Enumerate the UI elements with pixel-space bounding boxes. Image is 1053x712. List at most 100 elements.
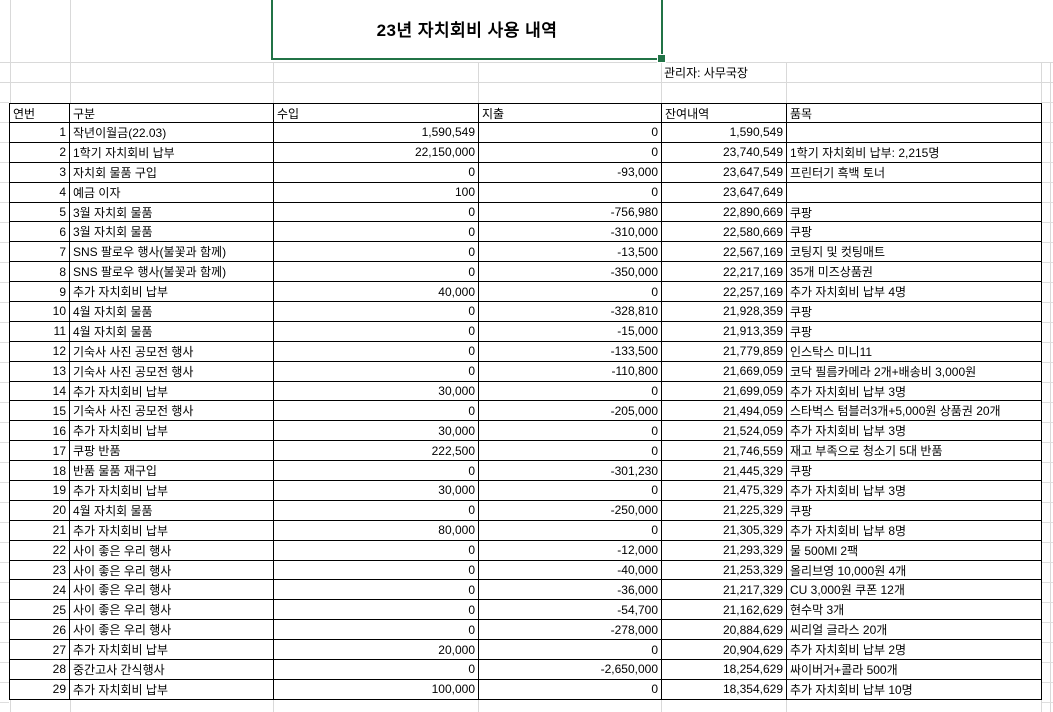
cell-index[interactable]: 1 <box>9 122 70 143</box>
cell-index[interactable]: 5 <box>9 201 70 223</box>
cell-item[interactable] <box>786 181 1042 203</box>
cell-index[interactable]: 15 <box>9 400 70 422</box>
cell-income[interactable]: 1,590,549 <box>273 122 479 143</box>
cell-category[interactable]: 추가 자치회비 납부 <box>69 281 274 303</box>
cell-expense[interactable]: 0 <box>478 440 662 462</box>
cell-expense[interactable]: -40,000 <box>478 559 662 581</box>
cell-item[interactable]: 추가 자치회비 납부 4명 <box>786 281 1042 303</box>
cell-index[interactable]: 2 <box>9 141 70 163</box>
cell-income[interactable]: 0 <box>273 539 479 561</box>
cell-balance[interactable]: 21,162,629 <box>661 599 787 621</box>
cell-balance[interactable]: 22,567,169 <box>661 241 787 263</box>
cell-item[interactable]: 쿠팡 <box>786 320 1042 342</box>
cell-item[interactable]: 쿠팡 <box>786 201 1042 223</box>
header-cell-expense[interactable]: 지출 <box>478 103 662 123</box>
cell-category[interactable]: SNS 팔로우 행사(불꽃과 함께) <box>69 261 274 283</box>
cell-expense[interactable]: 0 <box>478 141 662 163</box>
cell-balance[interactable]: 21,699,059 <box>661 380 787 402</box>
cell-category[interactable]: 중간고사 간식행사 <box>69 659 274 680</box>
cell-item[interactable]: 싸이버거+콜라 500개 <box>786 659 1042 680</box>
cell-expense[interactable]: 0 <box>478 380 662 402</box>
cell-index[interactable]: 10 <box>9 301 70 322</box>
cell-item[interactable]: 물 500Ml 2팩 <box>786 539 1042 561</box>
cell-expense[interactable]: -328,810 <box>478 301 662 322</box>
cell-balance[interactable]: 21,524,059 <box>661 420 787 442</box>
cell-balance[interactable]: 23,740,549 <box>661 141 787 163</box>
cell-expense[interactable]: -2,650,000 <box>478 659 662 680</box>
cell-index[interactable]: 13 <box>9 360 70 382</box>
cell-income[interactable]: 20,000 <box>273 639 479 661</box>
cell-balance[interactable]: 22,580,669 <box>661 221 787 243</box>
cell-item[interactable]: 재고 부족으로 청소기 5대 반품 <box>786 440 1042 462</box>
cell-income[interactable]: 100 <box>273 181 479 203</box>
cell-category[interactable]: 사이 좋은 우리 행사 <box>69 559 274 581</box>
cell-category[interactable]: 쿠팡 반품 <box>69 440 274 462</box>
cell-balance[interactable]: 21,293,329 <box>661 539 787 561</box>
cell-item[interactable]: 추가 자치회비 납부 2명 <box>786 639 1042 661</box>
cell-balance[interactable]: 21,253,329 <box>661 559 787 581</box>
cell-item[interactable]: 씨리얼 글라스 20개 <box>786 619 1042 641</box>
cell-category[interactable]: 3월 자치회 물품 <box>69 201 274 223</box>
header-cell-category[interactable]: 구분 <box>69 103 274 123</box>
cell-item[interactable]: 추가 자치회비 납부 3명 <box>786 420 1042 442</box>
header-cell-income[interactable]: 수입 <box>273 103 479 123</box>
cell-category[interactable]: 사이 좋은 우리 행사 <box>69 619 274 641</box>
cell-balance[interactable]: 18,254,629 <box>661 659 787 680</box>
cell-income[interactable]: 0 <box>273 360 479 382</box>
cell-item[interactable]: 쿠팡 <box>786 460 1042 482</box>
cell-item[interactable]: 코닥 필름카메라 2개+배송비 3,000원 <box>786 360 1042 382</box>
cell-category[interactable]: 1학기 자치회비 납부 <box>69 141 274 163</box>
cell-income[interactable]: 0 <box>273 261 479 283</box>
cell-income[interactable]: 0 <box>273 201 479 223</box>
cell-balance[interactable]: 21,494,059 <box>661 400 787 422</box>
cell-item[interactable]: 35개 미즈상품권 <box>786 261 1042 283</box>
cell-balance[interactable]: 18,354,629 <box>661 678 787 700</box>
cell-expense[interactable]: -36,000 <box>478 579 662 601</box>
cell-index[interactable]: 6 <box>9 221 70 243</box>
cell-item[interactable] <box>786 122 1042 143</box>
cell-income[interactable]: 0 <box>273 340 479 362</box>
cell-expense[interactable]: -54,700 <box>478 599 662 621</box>
cell-index[interactable]: 16 <box>9 420 70 442</box>
cell-item[interactable]: 스타벅스 텀블러3개+5,000원 상품권 20개 <box>786 400 1042 422</box>
cell-balance[interactable]: 21,445,329 <box>661 460 787 482</box>
cell-income[interactable]: 0 <box>273 301 479 322</box>
cell-category[interactable]: 추가 자치회비 납부 <box>69 678 274 700</box>
cell-balance[interactable]: 21,225,329 <box>661 499 787 521</box>
cell-category[interactable]: 사이 좋은 우리 행사 <box>69 599 274 621</box>
cell-expense[interactable]: -350,000 <box>478 261 662 283</box>
cell-category[interactable]: 3월 자치회 물품 <box>69 221 274 243</box>
cell-index[interactable]: 14 <box>9 380 70 402</box>
cell-income[interactable]: 0 <box>273 559 479 581</box>
cell-expense[interactable]: 0 <box>478 678 662 700</box>
cell-income[interactable]: 0 <box>273 499 479 521</box>
cell-expense[interactable]: -13,500 <box>478 241 662 263</box>
cell-index[interactable]: 20 <box>9 499 70 521</box>
cell-index[interactable]: 11 <box>9 320 70 342</box>
cell-income[interactable]: 0 <box>273 221 479 243</box>
cell-index[interactable]: 25 <box>9 599 70 621</box>
cell-index[interactable]: 12 <box>9 340 70 362</box>
cell-item[interactable]: 추가 자치회비 납부 3명 <box>786 380 1042 402</box>
cell-index[interactable]: 17 <box>9 440 70 462</box>
cell-item[interactable]: 현수막 3개 <box>786 599 1042 621</box>
cell-category[interactable]: 추가 자치회비 납부 <box>69 639 274 661</box>
cell-category[interactable]: 추가 자치회비 납부 <box>69 420 274 442</box>
cell-balance[interactable]: 21,913,359 <box>661 320 787 342</box>
cell-item[interactable]: 추가 자치회비 납부 8명 <box>786 519 1042 541</box>
header-cell-index[interactable]: 연번 <box>9 103 70 123</box>
cell-category[interactable]: 4월 자치회 물품 <box>69 301 274 322</box>
cell-income[interactable]: 30,000 <box>273 480 479 501</box>
cell-item[interactable]: 프린터기 흑백 토너 <box>786 161 1042 183</box>
cell-income[interactable]: 0 <box>273 320 479 342</box>
cell-balance[interactable]: 22,890,669 <box>661 201 787 223</box>
cell-category[interactable]: SNS 팔로우 행사(불꽃과 함께) <box>69 241 274 263</box>
cell-category[interactable]: 작년이월금(22.03) <box>69 122 274 143</box>
cell-category[interactable]: 4월 자치회 물품 <box>69 499 274 521</box>
cell-item[interactable]: 1학기 자치회비 납부: 2,215명 <box>786 141 1042 163</box>
cell-category[interactable]: 자치회 물품 구입 <box>69 161 274 183</box>
cell-index[interactable]: 29 <box>9 678 70 700</box>
selection-fill-handle[interactable] <box>657 54 666 63</box>
cell-expense[interactable]: -278,000 <box>478 619 662 641</box>
cell-category[interactable]: 추가 자치회비 납부 <box>69 480 274 501</box>
